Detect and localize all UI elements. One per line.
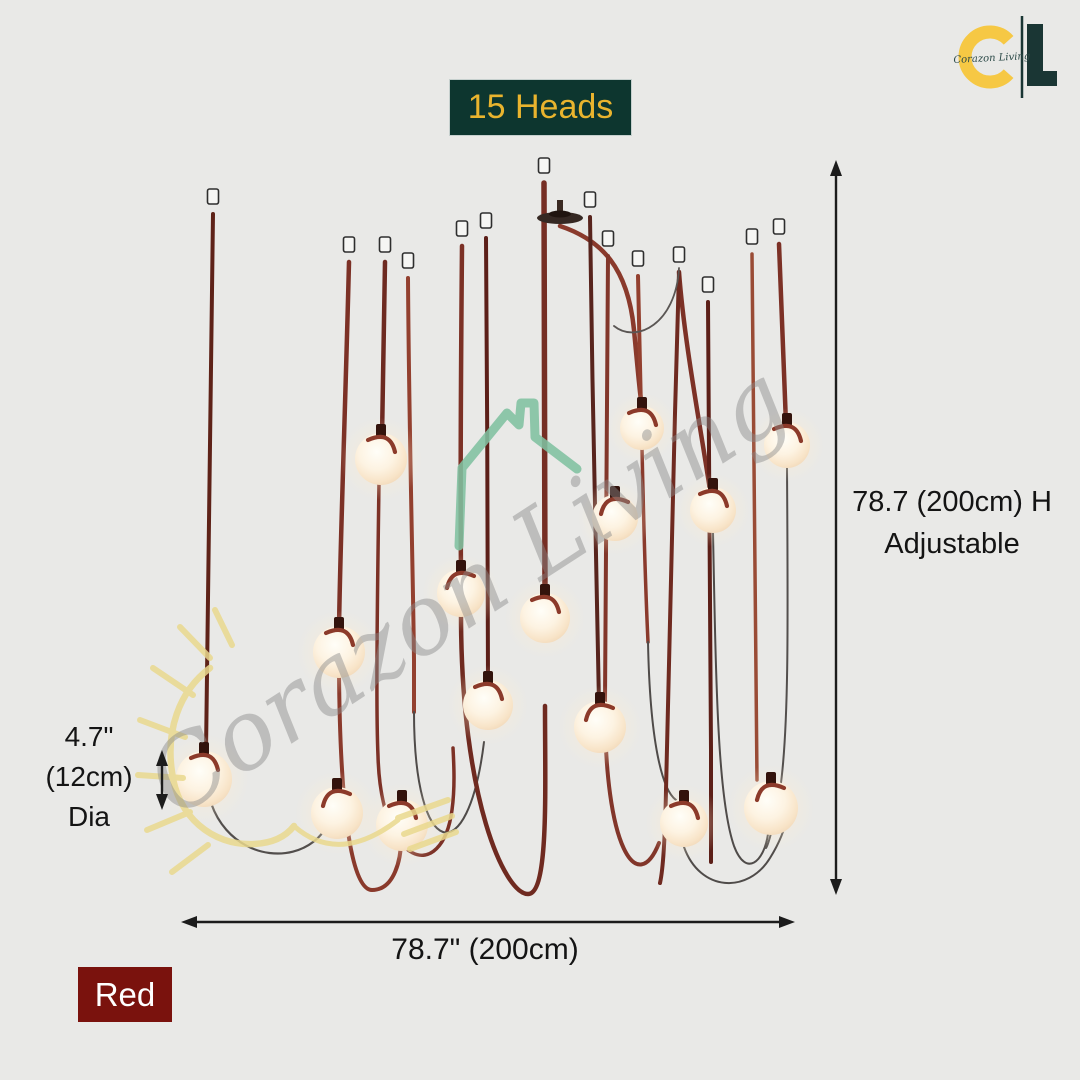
height-arrow [830,160,842,895]
diameter-dimension-line2: (12cm) [45,761,133,792]
diameter-dimension-line1: 4.7" [64,721,114,752]
globe-light [750,408,824,482]
ceiling-mounts [206,157,786,293]
width-dimension-label: 78.7" (200cm) [285,933,685,967]
heads-badge: 15 Heads [449,79,632,136]
globe-light [676,473,750,547]
width-arrow [181,916,795,928]
globe-light [297,610,381,694]
straps-layer [204,180,789,897]
globe-light [505,578,585,658]
height-dimension-label: 78.7 (200cm) H Adjustable [842,481,1062,565]
ceiling-mount [342,236,356,253]
ceiling-canopy [537,200,583,224]
height-dimension-line2: Adjustable [884,528,1020,560]
ceiling-mount [479,212,493,229]
globe-light [295,771,379,855]
ceiling-mount [672,246,686,263]
globes [159,392,824,867]
diameter-dimension-line3: Dia [67,801,110,832]
ceiling-mount [401,252,415,269]
color-swatch-label: Red [78,967,172,1022]
width-dimension-text: 78.7" (200cm) [391,933,579,966]
height-dimension-line1: 78.7 (200cm) H [852,486,1052,518]
globe-light [448,665,528,745]
sun-bulb-sketch-icon [135,607,459,875]
globe-light [645,784,723,862]
globe-light [578,481,652,555]
globe-light [339,417,423,501]
watermark-text: Corazon Living [127,342,807,838]
ceiling-mount [537,157,551,174]
diameter-arrow [156,750,168,810]
ceiling-mount [772,218,786,235]
ceiling-mount [701,276,715,293]
color-swatch-text: Red [94,975,156,1013]
logo-l-icon [1027,24,1057,86]
house-roof-sketch-icon [454,398,582,551]
ceiling-mount [378,236,392,253]
ceiling-mount [206,188,220,205]
ceiling-mount [601,230,615,247]
ceiling-mount [745,228,759,245]
globe-light [606,392,678,464]
globe-light [422,554,500,632]
ceiling-mount [583,191,597,208]
diameter-dimension-label: 4.7" (12cm) Dia [33,717,145,837]
heads-badge-text: 15 Heads [467,88,614,126]
dimension-arrows [156,160,842,928]
brand-logo: Corazon Living [953,16,1057,98]
logo-c-icon [958,25,1014,89]
ceiling-mount [455,220,469,237]
ceiling-mount [631,250,645,267]
globe-light [727,764,815,852]
globe-light [558,685,642,769]
logo-script-text: Corazon Living [953,51,1030,66]
